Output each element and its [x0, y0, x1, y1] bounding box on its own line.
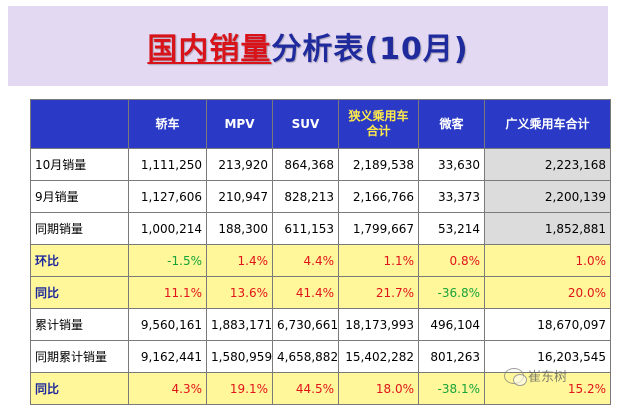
table-row: 同比 4.3% 19.1% 44.5% 18.0% -38.1% 15.2% [30, 372, 611, 405]
table-cell: 18.0% [338, 372, 419, 405]
table-cell: 210,947 [206, 180, 273, 213]
table-cell: 41.4% [272, 276, 339, 309]
table-cell: 15,402,282 [338, 340, 419, 373]
table-cell: 1,799,667 [338, 212, 419, 245]
table-cell: 1.0% [484, 244, 611, 277]
table-cell: 611,153 [272, 212, 339, 245]
table-cell: 1,111,250 [128, 148, 207, 181]
table-row: 同期销量 1,000,214 188,300 611,153 1,799,667 53,2… [30, 212, 611, 245]
table-cell: 20.0% [484, 276, 611, 309]
table-cell: 4.3% [128, 372, 207, 405]
header-narrow-total: 狭义乘用车合计 [338, 99, 419, 149]
page-title: 国内销量分析表(10月) [147, 24, 468, 68]
watermark-text: 崔东树 [528, 370, 568, 385]
table-cell: 33,373 [418, 180, 485, 213]
watermark: 崔东树 [504, 366, 568, 386]
sales-table: 轿车 MPV SUV 狭义乘用车合计 微客 广义乘用车合计 10月销量 1,111… [30, 99, 611, 405]
row-label: 同比 [30, 372, 129, 405]
table-cell: 18,670,097 [484, 308, 611, 341]
header-broad-total: 广义乘用车合计 [484, 99, 611, 149]
table-cell: 496,104 [418, 308, 485, 341]
table-cell: 19.1% [206, 372, 273, 405]
row-label: 同比 [30, 276, 129, 309]
table-cell: 1.1% [338, 244, 419, 277]
table-cell: 1,000,214 [128, 212, 207, 245]
table-row: 同期累计销量 9,162,441 1,580,959 4,658,882 15,402,… [30, 340, 611, 373]
table-cell: 828,213 [272, 180, 339, 213]
table-cell: 16,203,545 [484, 340, 611, 373]
table-cell: 18,173,993 [338, 308, 419, 341]
table-cell: 0.8% [418, 244, 485, 277]
table-cell: 1,883,171 [206, 308, 273, 341]
row-label: 同期销量 [30, 212, 129, 245]
table-cell: 1,580,959 [206, 340, 273, 373]
title-part-2: 分析表(10月) [271, 32, 469, 67]
table-cell: 11.1% [128, 276, 207, 309]
header-mpv: MPV [206, 99, 273, 149]
header-suv: SUV [272, 99, 339, 149]
table-cell: 4,658,882 [272, 340, 339, 373]
row-label: 环比 [30, 244, 129, 277]
header-corner [30, 99, 129, 149]
table-cell: 6,730,661 [272, 308, 339, 341]
table-cell: 2,200,139 [484, 180, 611, 213]
table-cell: 1,127,606 [128, 180, 207, 213]
table-row: 累计销量 9,560,161 1,883,171 6,730,661 18,173,99… [30, 308, 611, 341]
table-cell: 801,263 [418, 340, 485, 373]
wechat-icon [504, 367, 527, 386]
table-cell: -38.1% [418, 372, 485, 405]
table-cell: 53,214 [418, 212, 485, 245]
table-cell: 1.4% [206, 244, 273, 277]
table-cell: -1.5% [128, 244, 207, 277]
table-cell: 213,920 [206, 148, 273, 181]
row-label: 10月销量 [30, 148, 129, 181]
table-row: 10月销量 1,111,250 213,920 864,368 2,189,538 33,… [30, 148, 611, 181]
table-header-row: 轿车 MPV SUV 狭义乘用车合计 微客 广义乘用车合计 [30, 99, 611, 149]
table-cell: 21.7% [338, 276, 419, 309]
table-cell: 9,162,441 [128, 340, 207, 373]
title-part-1: 国内销量 [147, 32, 272, 67]
row-label: 同期累计销量 [30, 340, 129, 373]
row-label: 累计销量 [30, 308, 129, 341]
table-row: 9月销量 1,127,606 210,947 828,213 2,166,766 33,3… [30, 180, 611, 213]
table-cell: 44.5% [272, 372, 339, 405]
table-cell: 2,166,766 [338, 180, 419, 213]
table-cell: 33,630 [418, 148, 485, 181]
header-minivan: 微客 [418, 99, 485, 149]
table-cell: -36.8% [418, 276, 485, 309]
table-cell: 1,852,881 [484, 212, 611, 245]
table-cell: 2,223,168 [484, 148, 611, 181]
table-row: 同比 11.1% 13.6% 41.4% 21.7% -36.8% 20.0% [30, 276, 611, 309]
table-cell: 4.4% [272, 244, 339, 277]
header-sedan: 轿车 [128, 99, 207, 149]
table-cell: 188,300 [206, 212, 273, 245]
table-cell: 2,189,538 [338, 148, 419, 181]
row-label: 9月销量 [30, 180, 129, 213]
table-cell: 9,560,161 [128, 308, 207, 341]
table-row: 环比 -1.5% 1.4% 4.4% 1.1% 0.8% 1.0% [30, 244, 611, 277]
title-band: 国内销量分析表(10月) [8, 6, 608, 86]
table-cell: 13.6% [206, 276, 273, 309]
table-cell: 864,368 [272, 148, 339, 181]
